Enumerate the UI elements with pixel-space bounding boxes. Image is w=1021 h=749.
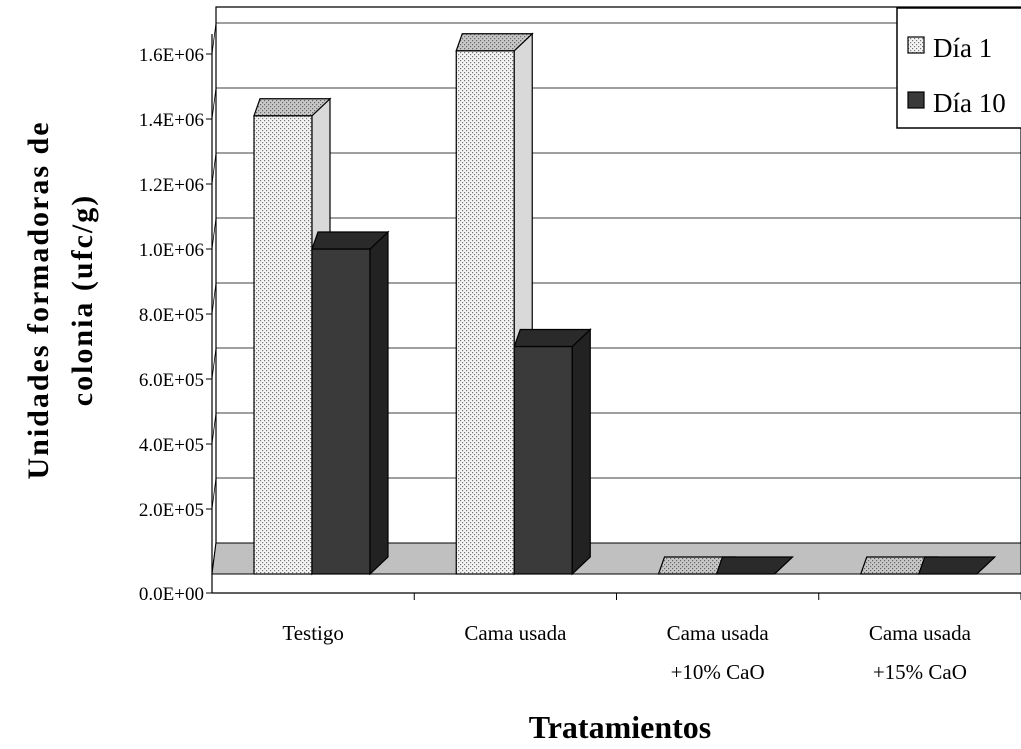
y-tick-label: 0.0E+00 [139,584,204,605]
gridline [211,217,1021,250]
y-tick-label: 2.0E+05 [139,500,204,521]
x-category-label: Testigo [282,621,344,645]
y-tick-label: 1.2E+06 [139,175,204,196]
bar-front [513,345,573,575]
bar-side [571,328,591,576]
y-tick-label: 6.0E+05 [139,370,204,391]
bar-top [917,556,997,575]
x-category-label: Cama usada [869,621,972,645]
gridline [211,477,1021,510]
x-category-label: Cama usada [464,621,567,645]
bar [513,328,592,576]
y-tick-label: 1.0E+06 [139,240,204,261]
gridline [211,347,1021,380]
bar [715,556,795,575]
gridline [211,412,1021,445]
bar-top [715,556,795,575]
x-axis-title: Tratamientos [529,709,711,745]
gridlines [211,22,1021,510]
x-category-label: +10% CaO [671,660,765,684]
bar-top [513,328,592,348]
y-axis-title: Unidades formadoras de colonia (ufc/g) [22,120,99,479]
legend-label-dia-1: Día 1 [933,33,992,63]
legend: Día 1 Día 10 [896,7,1021,129]
gridline [211,282,1021,315]
legend-swatch-dia-10 [907,91,925,109]
bar-front [253,115,313,575]
y-tick-label: 8.0E+05 [139,305,204,326]
y-tick-label: 1.4E+06 [139,110,204,131]
gridline [211,22,1021,55]
legend-label-dia-10: Día 10 [933,88,1006,118]
gridline [211,87,1021,120]
gridline [211,152,1021,185]
y-axis-title-line-1: Unidades formadoras de [22,120,55,479]
x-category-labels: Testigo Cama usada Cama usada +10% CaO Cama … [282,593,1021,684]
bar-top [253,98,332,117]
bar [311,230,390,576]
x-category-label: Cama usada [667,621,770,645]
bars [253,32,997,576]
bar-front [455,50,515,575]
x-category-label: +15% CaO [873,660,967,684]
bar-side [369,230,389,576]
y-tick-label: 4.0E+05 [139,435,204,456]
legend-swatch-dia-1 [907,36,925,54]
bar-top [311,231,390,250]
bar [917,556,997,575]
y-tick-labels: 0.0E+00 2.0E+05 4.0E+05 6.0E+05 8.0E+05 1.0E+… [139,45,212,605]
bar-front [311,248,371,575]
bar-top [455,33,534,52]
y-axis-title-line-2: colonia (ufc/g) [66,194,99,406]
y-tick-label: 1.6E+06 [139,45,204,66]
